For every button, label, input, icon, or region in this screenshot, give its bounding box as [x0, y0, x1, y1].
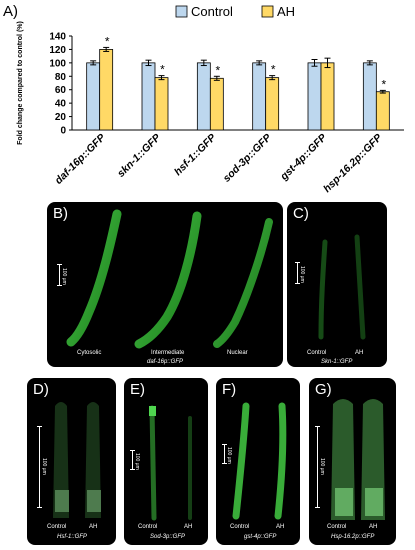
- scale-label-c: 100 μm: [299, 266, 305, 283]
- category-label: gst-4p::GFP: [277, 131, 329, 183]
- scale-label-g: 100 μm: [319, 458, 325, 475]
- scale-bar-e: [130, 450, 135, 470]
- bar-ah: [209, 77, 224, 131]
- panel-g-micrograph: G) 100 μm Control AH Hsp-16.2p::GFP: [309, 378, 396, 545]
- bar-control: [252, 62, 267, 131]
- y-tick-label: 80: [55, 72, 67, 83]
- y-tick-label: 120: [49, 45, 66, 56]
- worm-images-e: [149, 405, 192, 521]
- y-axis-label: Fold change compared to control (%): [17, 21, 24, 145]
- bar-ah: [99, 49, 114, 131]
- y-tick-label: 60: [55, 85, 67, 96]
- panel-e-label-1: Control: [138, 524, 158, 530]
- panel-d-label-2: AH: [89, 524, 98, 530]
- bar-ah: [375, 91, 390, 131]
- scale-bar-d: [37, 426, 42, 508]
- panel-f-micrograph: F) 100 μm Control AH gst-4p::GFP: [216, 378, 300, 545]
- bar-ah: [154, 77, 169, 131]
- panel-b-label-2: Intermediate: [151, 350, 185, 356]
- bar-control: [86, 62, 101, 131]
- panel-c-letter: C): [293, 205, 309, 222]
- panel-g-label-2: AH: [369, 524, 378, 530]
- panel-c-label-1: Control: [307, 350, 327, 356]
- significance-marker: *: [381, 77, 386, 91]
- scale-label-d: 100 μm: [41, 458, 47, 475]
- significance-marker: *: [105, 34, 110, 48]
- panel-d-label-1: Control: [47, 524, 67, 530]
- scale-bar-f: [222, 444, 227, 464]
- panel-d-letter: D): [33, 381, 49, 398]
- significance-marker: *: [215, 63, 220, 77]
- worm-images-b: [66, 209, 273, 349]
- significance-marker: *: [271, 63, 276, 77]
- panel-e-letter: E): [130, 381, 145, 398]
- panel-f-label-1: Control: [230, 524, 250, 530]
- legend-swatch-ah: [261, 5, 274, 18]
- worm-images-f: [232, 402, 287, 520]
- bar-control: [362, 62, 377, 131]
- bar-control: [141, 62, 156, 131]
- worm-images-g: [331, 399, 385, 520]
- panel-c-micrograph: C) 100 μm Control AH Skn-1::GFP: [287, 202, 387, 367]
- panel-f-title: gst-4p::GFP: [244, 534, 277, 540]
- significance-marker: *: [160, 63, 165, 77]
- panel-b-letter: B): [53, 205, 68, 222]
- panel-b-label-1: Cytosolic: [77, 350, 102, 356]
- legend-swatch-control: [175, 5, 188, 18]
- y-tick-label: 40: [55, 99, 67, 110]
- panel-g-title: Hsp-16.2p::GFP: [331, 534, 375, 540]
- panel-e-micrograph: E) 100 μm Control AH Sod-3p::GFP: [124, 378, 208, 545]
- panel-d-title: Hsf-1::GFP: [57, 534, 88, 540]
- panel-b-title: daf-16p::GFP: [147, 359, 184, 365]
- category-label: skn-1::GFP: [115, 131, 164, 180]
- category-label: daf-16p::GFP: [53, 131, 109, 187]
- category-label: hsp-16.2p::GFP: [321, 131, 385, 195]
- y-tick-label: 140: [49, 32, 66, 43]
- scale-label-b: 100 μm: [61, 268, 67, 285]
- panel-c-label-2: AH: [355, 350, 364, 356]
- scale-bar-c: [295, 262, 300, 284]
- panel-a-letter: A): [3, 3, 18, 20]
- scale-label-f: 100 μm: [226, 447, 232, 464]
- y-tick-label: 0: [60, 126, 66, 137]
- legend-label-ah: AH: [277, 4, 295, 19]
- bar-control: [196, 62, 211, 131]
- panel-b-label-3: Nuclear: [227, 350, 248, 356]
- category-label: sod-3p::GFP: [221, 131, 275, 185]
- scale-bar-g: [315, 426, 320, 508]
- legend-label-control: Control: [191, 4, 233, 19]
- bar-chart: 0 20 40 60 80 100 120 140 Fold change compared t…: [17, 4, 404, 195]
- y-tick-label: 20: [55, 112, 67, 123]
- scale-label-e: 100 μm: [134, 453, 140, 470]
- panel-g-letter: G): [315, 381, 332, 398]
- panel-d-micrograph: D) 100 μm Control AH Hsf-1::GFP: [27, 378, 116, 545]
- panel-g-label-1: Control: [327, 524, 347, 530]
- scale-bar-b: [57, 264, 62, 286]
- category-label: hsf-1::GFP: [172, 131, 219, 178]
- bar-ah: [265, 77, 280, 131]
- panel-f-letter: F): [222, 381, 237, 398]
- panel-c-title: Skn-1::GFP: [321, 359, 353, 365]
- worm-images-d: [53, 402, 101, 518]
- y-tick-label: 100: [49, 58, 66, 69]
- bar-control: [307, 62, 322, 131]
- bar-ah: [320, 62, 335, 131]
- panel-e-title: Sod-3p::GFP: [150, 534, 186, 540]
- panel-e-label-2: AH: [184, 524, 193, 530]
- panel-b-micrograph: B) 100 μm Cytosolic Intermediate Nuclear…: [47, 202, 283, 367]
- panel-f-label-2: AH: [276, 524, 285, 530]
- worm-images-c: [318, 234, 366, 340]
